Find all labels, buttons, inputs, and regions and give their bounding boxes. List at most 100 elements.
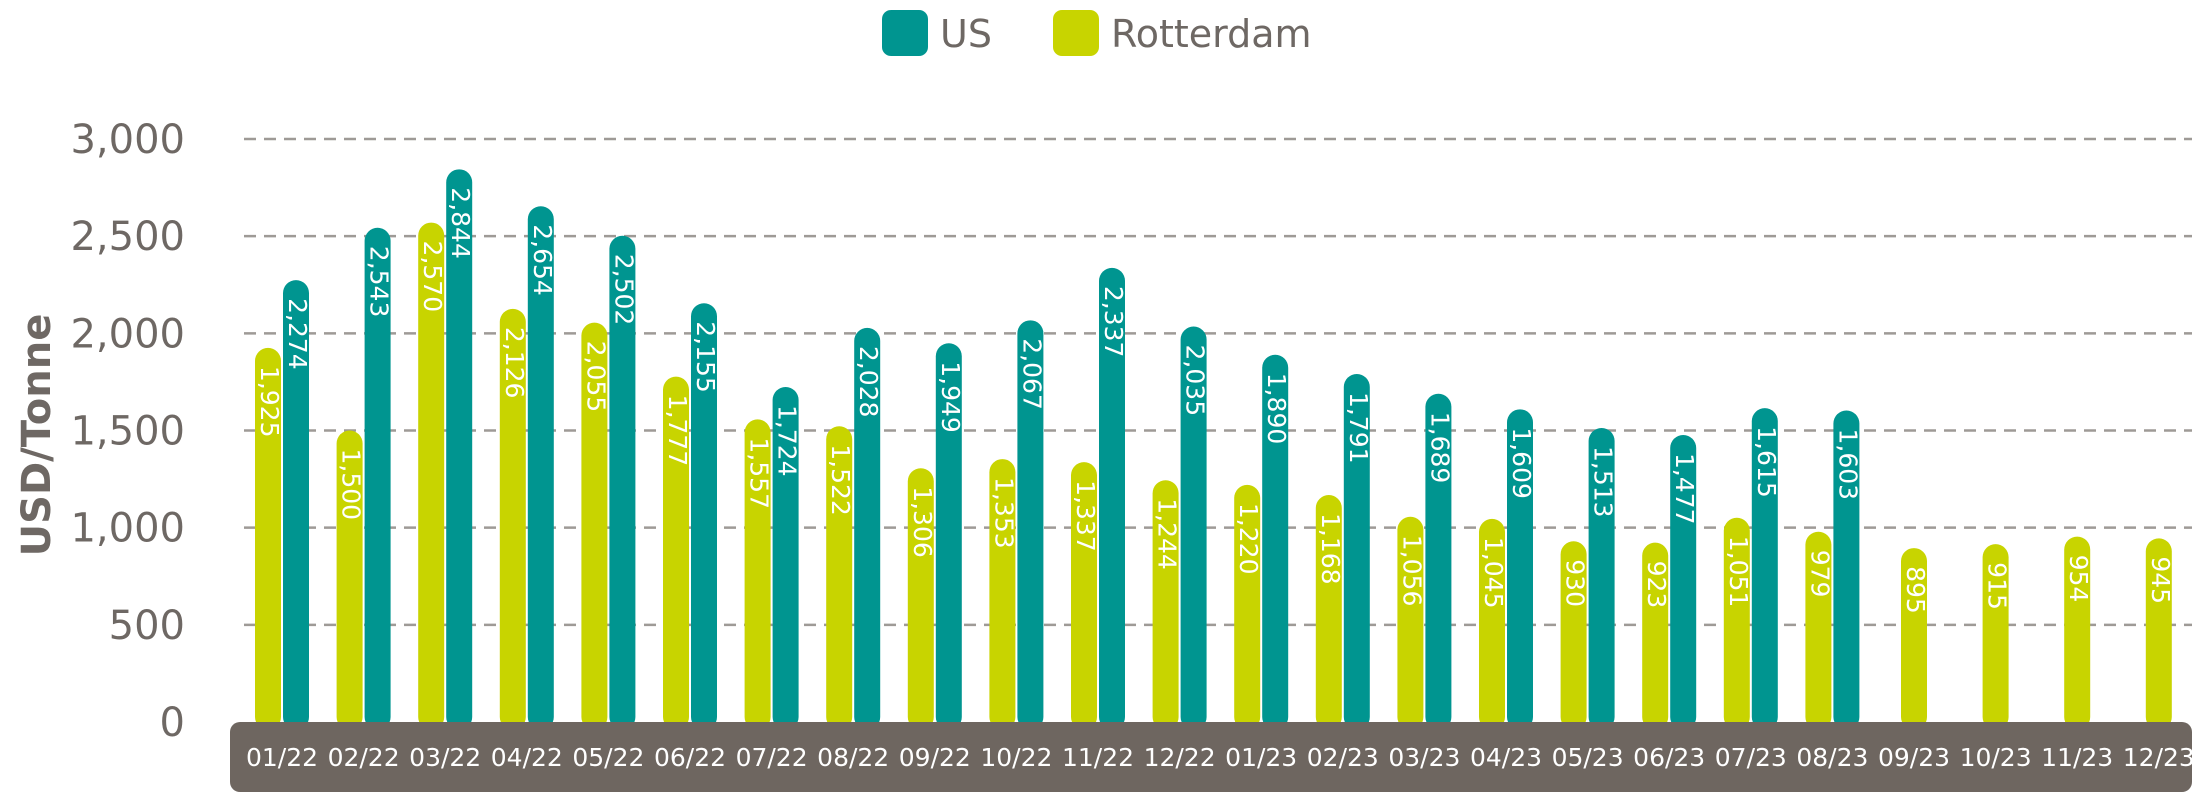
rotterdam-data-label: 923 (1642, 561, 1671, 609)
rotterdam-bar (826, 426, 853, 730)
rotterdam-bar (499, 308, 526, 730)
us-data-label: 1,609 (1507, 427, 1536, 499)
us-bar (1670, 434, 1697, 730)
us-bar (772, 386, 799, 730)
y-tick-label: 0 (160, 700, 185, 746)
us-bar (1343, 373, 1370, 730)
x-tick-label: 04/23 (1470, 743, 1542, 772)
rotterdam-bar (1071, 462, 1097, 730)
rotterdam-data-label: 1,925 (255, 366, 284, 438)
x-tick-label: 02/22 (328, 743, 400, 772)
legend-label: Rotterdam (1111, 12, 1312, 56)
x-tick-label: 07/23 (1715, 743, 1787, 772)
us-data-label: 2,274 (283, 298, 312, 370)
us-data-label: 1,949 (936, 361, 965, 433)
y-tick-label: 500 (109, 603, 185, 649)
rotterdam-bar (1234, 484, 1261, 730)
x-tick-label: 04/22 (491, 743, 563, 772)
y-tick-label: 1,500 (70, 409, 185, 455)
x-tick-label: 10/23 (1960, 743, 2032, 772)
rotterdam-bar (1397, 516, 1424, 730)
rotterdam-bar (1805, 531, 1832, 730)
us-bar (1588, 427, 1615, 730)
rotterdam-bar (2145, 538, 2172, 730)
rotterdam-bar (1315, 495, 1342, 730)
x-tick-label: 02/23 (1307, 743, 1379, 772)
rotterdam-data-label: 915 (1983, 562, 2012, 610)
legend-swatch (882, 10, 928, 56)
x-tick-label: 10/22 (980, 743, 1052, 772)
x-tick-label: 11/23 (2041, 743, 2113, 772)
us-data-label: 2,502 (609, 254, 638, 326)
us-data-label: 2,155 (691, 321, 720, 393)
x-tick-label: 01/22 (246, 743, 318, 772)
rotterdam-bar (989, 459, 1016, 730)
us-data-label: 2,067 (1017, 338, 1046, 410)
rotterdam-data-label: 1,337 (1071, 480, 1100, 552)
legend: US Rotterdam (882, 10, 1312, 56)
gridlines (244, 137, 2192, 627)
x-tick-label: 06/23 (1633, 743, 1705, 772)
x-tick-label: 08/22 (817, 743, 889, 772)
x-axis-band: 01/22 02/22 03/22 04/22 05/22 06/22 07/22 08/22… (230, 722, 2192, 792)
rotterdam-data-label: 1,220 (1234, 503, 1263, 575)
rotterdam-data-label: 1,168 (1316, 513, 1345, 585)
us-data-label: 2,543 (365, 246, 394, 318)
rotterdam-bar (1982, 544, 2009, 730)
legend-label: US (940, 12, 992, 56)
us-bar (283, 280, 309, 730)
us-bar (1099, 267, 1125, 730)
rotterdam-data-label: 2,055 (581, 341, 610, 413)
rotterdam-data-label: 1,056 (1397, 535, 1426, 607)
x-tick-label: 12/23 (2123, 743, 2192, 772)
x-tick-label: 06/22 (654, 743, 726, 772)
rotterdam-data-label: 945 (2146, 556, 2175, 604)
rotterdam-bar (1901, 548, 1927, 730)
x-tick-label: 08/23 (1796, 743, 1868, 772)
rotterdam-data-label: 1,353 (989, 477, 1018, 549)
y-tick-label: 2,500 (70, 214, 185, 260)
y-tick-label: 1,000 (70, 506, 185, 552)
rotterdam-bar (1152, 480, 1179, 730)
us-bar (1262, 354, 1289, 730)
rotterdam-data-label: 2,126 (500, 327, 529, 399)
legend-swatch (1053, 10, 1099, 56)
us-bar (854, 327, 881, 730)
y-tick-label: 3,000 (70, 117, 185, 163)
us-data-label: 2,028 (854, 346, 883, 418)
x-axis-band-bg (230, 722, 2192, 792)
y-tick-label: 2,000 (70, 311, 185, 357)
rotterdam-bar (907, 468, 934, 730)
us-data-label: 1,890 (1262, 373, 1291, 445)
y-axis-title: USD/Tonne (14, 314, 60, 557)
us-bar (1017, 320, 1044, 730)
us-bar (364, 227, 391, 730)
us-data-label: 1,513 (1589, 446, 1618, 518)
us-bar (1507, 409, 1533, 730)
us-data-label: 2,337 (1099, 286, 1128, 358)
rotterdam-bar (255, 347, 281, 730)
us-bar (1425, 393, 1452, 730)
rotterdam-bar (2064, 536, 2091, 730)
rotterdam-data-label: 930 (1561, 559, 1590, 607)
us-bar (1833, 410, 1860, 730)
rotterdam-bar (663, 376, 689, 730)
us-data-label: 1,477 (1670, 453, 1699, 525)
x-tick-label: 09/23 (1878, 743, 1950, 772)
rotterdam-data-label: 1,500 (337, 449, 366, 521)
rotterdam-bar (1723, 517, 1750, 730)
x-tick-label: 07/22 (736, 743, 808, 772)
x-tick-label: 03/22 (409, 743, 481, 772)
rotterdam-data-label: 1,244 (1153, 498, 1182, 570)
rotterdam-bar (581, 322, 608, 730)
us-data-label: 1,791 (1344, 392, 1373, 464)
rotterdam-bar (418, 222, 445, 730)
us-bar (446, 169, 473, 731)
rotterdam-bar (336, 430, 363, 730)
us-data-label: 2,654 (528, 224, 557, 296)
x-tick-label: 11/22 (1062, 743, 1134, 772)
rotterdam-data-label: 1,051 (1724, 536, 1753, 608)
y-axis: 0 500 1,000 1,500 2,000 2,500 3,000 (70, 117, 185, 746)
